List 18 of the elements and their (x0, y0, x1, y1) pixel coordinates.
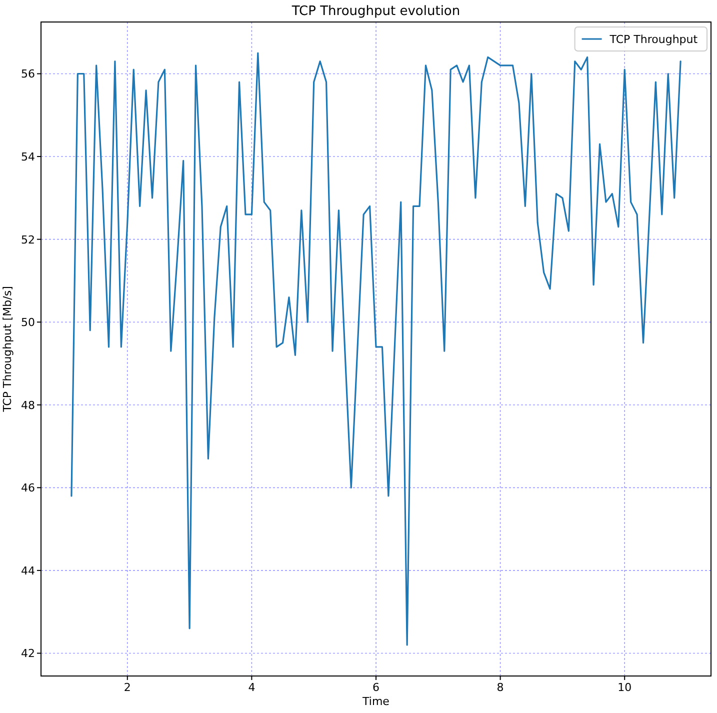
y-tick-label: 52 (21, 233, 35, 246)
x-axis-title: Time (362, 695, 390, 708)
y-tick-label: 44 (21, 564, 35, 578)
chart-title: TCP Throughput evolution (290, 4, 460, 19)
line-series (70, 52, 682, 646)
x-tick-label: 10 (618, 681, 632, 694)
x-tick-label: 6 (372, 681, 380, 694)
y-tick-label: 54 (21, 150, 35, 164)
x-tick-label: 8 (496, 681, 504, 694)
legend-label: TCP Throughput (608, 33, 698, 46)
y-axis-title: TCP Throughput [Mb/s] (1, 286, 14, 413)
x-tick-label: 4 (248, 681, 256, 694)
y-tick-label: 46 (21, 482, 35, 495)
y-tick-label: 42 (21, 647, 35, 660)
y-tick-label: 50 (21, 316, 35, 330)
x-tick-label: 2 (124, 681, 131, 694)
y-tick-label: 56 (21, 68, 35, 81)
y-tick-label: 48 (21, 398, 35, 412)
